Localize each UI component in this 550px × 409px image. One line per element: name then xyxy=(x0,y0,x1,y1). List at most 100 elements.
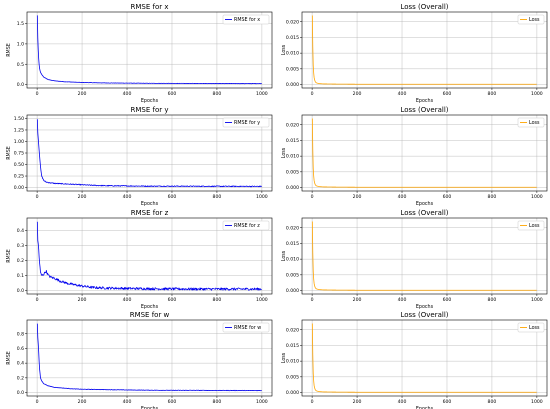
x-axis-label: Epochs xyxy=(141,406,159,409)
y-tick-label: 1.5 xyxy=(17,21,24,27)
y-tick-label: 0.5 xyxy=(17,62,24,68)
y-axis-label: Loss xyxy=(281,147,287,158)
x-axis-label: Epochs xyxy=(141,201,159,207)
y-tick-label: 0.2 xyxy=(17,375,24,381)
series-line xyxy=(311,15,537,85)
y-tick-label: 0.0 xyxy=(17,288,24,294)
x-tick-label: 800 xyxy=(488,194,497,200)
x-tick-label: 400 xyxy=(398,194,407,200)
y-tick-label: 0.005 xyxy=(286,374,299,380)
axes-frame xyxy=(301,217,548,295)
subplot-4: 0 200 400 600 800 1000 0.000 0.005 0.010 0.015 0.0… xyxy=(281,106,548,207)
y-tick-label: 0.015 xyxy=(286,35,299,41)
x-axis-label: Epochs xyxy=(416,304,434,310)
x-tick-label: 0 xyxy=(311,194,314,200)
y-tick-label: 0.015 xyxy=(286,241,299,247)
legend-label: Loss xyxy=(529,120,540,126)
y-tick-label: 0.4 xyxy=(17,361,24,367)
y-tick-label: 0.2 xyxy=(17,258,24,264)
series-line xyxy=(36,323,262,392)
x-tick-label: 400 xyxy=(123,194,132,200)
subplot-5: 0 200 400 600 800 1000 0.0 0.1 0.2 0.3 0.4 RMSE for… xyxy=(6,209,273,310)
y-axis-label: RMSE xyxy=(6,146,12,160)
y-tick-label: 0.6 xyxy=(17,346,24,352)
chart-title: RMSE for x xyxy=(131,3,169,11)
x-tick-label: 200 xyxy=(78,91,87,97)
x-tick-label: 200 xyxy=(78,399,87,405)
legend-box xyxy=(517,322,545,333)
chart-title: RMSE for y xyxy=(131,106,169,114)
legend-label: RMSE for z xyxy=(234,223,260,229)
y-axis-label: RMSE xyxy=(6,351,12,365)
y-axis-label: Loss xyxy=(281,44,287,55)
chart-title: Loss (Overall) xyxy=(400,311,448,319)
y-tick-label: 1.00 xyxy=(14,139,24,145)
y-tick-label: 0.000 xyxy=(286,82,299,88)
x-tick-label: 200 xyxy=(78,194,87,200)
y-axis-label: Loss xyxy=(281,352,287,363)
subplot-7: 0 200 400 600 800 1000 0.0 0.2 0.4 0.6 0.8 RMSE for… xyxy=(6,311,273,409)
y-tick-label: 0.25 xyxy=(14,174,24,180)
subplot-8: 0 200 400 600 800 1000 0.000 0.005 0.010 0.015 0.0… xyxy=(281,311,548,409)
subplot-1: 0 200 400 600 800 1000 0.0 0.5 1.0 1.5 RMSE for x E… xyxy=(6,3,273,104)
x-tick-label: 800 xyxy=(488,399,497,405)
y-tick-label: 0.3 xyxy=(17,243,24,249)
y-tick-label: 0.015 xyxy=(286,138,299,144)
legend-box xyxy=(222,14,270,25)
subplot-3: 0 200 400 600 800 1000 0.00 0.25 0.50 0.75 1.00 1.2… xyxy=(6,106,273,207)
chart-title: RMSE for w xyxy=(130,311,170,319)
x-tick-label: 600 xyxy=(443,297,452,303)
x-axis-label: Epochs xyxy=(141,304,159,310)
axes-frame xyxy=(26,11,273,89)
series-line xyxy=(311,118,537,188)
y-axis-label: RMSE xyxy=(6,249,12,263)
x-tick-label: 200 xyxy=(78,297,87,303)
x-tick-label: 400 xyxy=(398,91,407,97)
x-tick-label: 400 xyxy=(398,297,407,303)
y-tick-label: 0.50 xyxy=(14,162,24,168)
x-tick-label: 1000 xyxy=(256,194,268,200)
legend-label: Loss xyxy=(529,17,540,23)
x-tick-label: 400 xyxy=(123,297,132,303)
y-tick-label: 0.000 xyxy=(286,288,299,294)
axes-frame xyxy=(26,319,273,397)
x-tick-label: 200 xyxy=(353,297,362,303)
x-tick-label: 600 xyxy=(443,91,452,97)
x-tick-label: 800 xyxy=(213,194,222,200)
legend-label: RMSE for w xyxy=(234,325,261,331)
legend-box xyxy=(222,322,270,333)
y-tick-label: 0.020 xyxy=(286,225,299,231)
y-axis-label: RMSE xyxy=(6,43,12,57)
y-tick-label: 0.005 xyxy=(286,272,299,278)
y-tick-label: 0.0 xyxy=(17,82,24,88)
x-tick-label: 400 xyxy=(398,399,407,405)
axes-frame xyxy=(26,217,273,295)
y-tick-label: 0.010 xyxy=(286,257,299,263)
y-tick-label: 0.010 xyxy=(286,51,299,57)
y-tick-label: 1.25 xyxy=(14,128,24,134)
x-tick-label: 600 xyxy=(168,297,177,303)
series-line xyxy=(311,323,537,393)
chart-title: Loss (Overall) xyxy=(400,209,448,217)
x-tick-label: 800 xyxy=(213,91,222,97)
x-tick-label: 800 xyxy=(213,399,222,405)
legend-label: Loss xyxy=(529,223,540,229)
x-tick-label: 600 xyxy=(168,194,177,200)
x-axis-label: Epochs xyxy=(416,201,434,207)
y-axis-label: Loss xyxy=(281,250,287,261)
series-line xyxy=(311,221,537,291)
series-line xyxy=(36,221,262,291)
axes-frame xyxy=(301,11,548,89)
y-tick-label: 0.000 xyxy=(286,185,299,191)
x-tick-label: 600 xyxy=(443,194,452,200)
y-tick-label: 1.0 xyxy=(17,42,24,48)
x-tick-label: 200 xyxy=(353,194,362,200)
x-tick-label: 200 xyxy=(353,399,362,405)
legend-box xyxy=(517,117,545,128)
x-tick-label: 0 xyxy=(311,297,314,303)
axes-frame xyxy=(301,319,548,397)
x-tick-label: 1000 xyxy=(531,297,543,303)
x-tick-label: 1000 xyxy=(256,91,268,97)
subplot-6: 0 200 400 600 800 1000 0.000 0.005 0.010 0.015 0.0… xyxy=(281,209,548,310)
y-tick-label: 0.005 xyxy=(286,169,299,175)
